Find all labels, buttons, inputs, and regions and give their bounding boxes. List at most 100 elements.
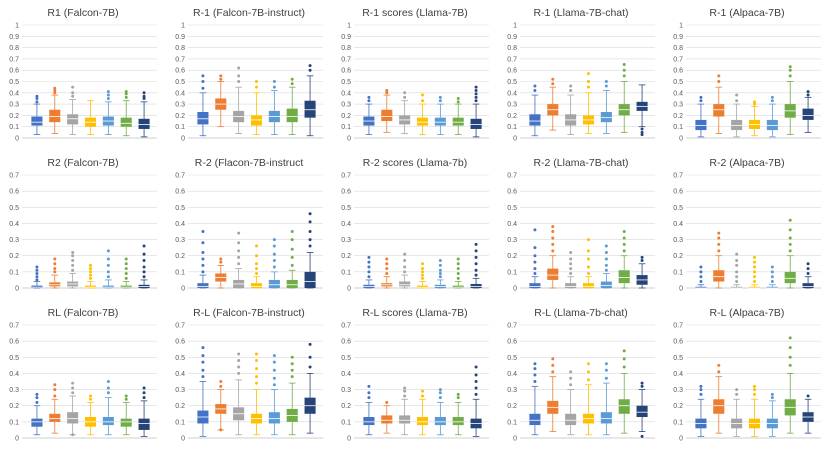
outlier-point: [71, 433, 75, 437]
outlier-point: [569, 250, 573, 254]
outlier-point: [142, 386, 146, 390]
y-tick-label: 0.9: [175, 34, 185, 41]
y-tick-label: 0.5: [175, 79, 185, 86]
outlier-point: [255, 262, 258, 266]
box-series-3: [233, 231, 245, 289]
outlier-point: [237, 74, 241, 78]
outlier-point: [255, 85, 258, 89]
box-series-7: [138, 244, 150, 289]
chart-svg: R-1 (Falcon-7B-instruct) 0 0.1 0.2 0.3 0.4 0.5…: [175, 7, 323, 143]
outlier-point: [770, 396, 774, 400]
y-tick-label: 0.2: [673, 113, 683, 120]
chart-panel: RL (Falcon-7B) 0 0.1 0.2 0.3 0.4 0.5 0.6 0.7: [0, 300, 166, 455]
outlier-point: [403, 91, 407, 95]
outlier-point: [106, 249, 110, 253]
outlier-point: [699, 270, 703, 274]
box-iqr: [67, 114, 79, 125]
box-iqr: [766, 286, 778, 288]
y-tick-label: 0.1: [341, 269, 351, 276]
outlier-point: [438, 275, 442, 279]
outlier-point: [142, 270, 146, 274]
outlier-point: [237, 80, 241, 83]
outlier-point: [106, 380, 110, 383]
chart-title: R-1 (Alpaca-7B): [709, 7, 784, 19]
box-series-5: [268, 354, 280, 436]
y-tick-label: 0.4: [341, 371, 351, 378]
outlier-point: [53, 89, 57, 93]
box-series-6: [452, 392, 464, 436]
outlier-point: [142, 275, 146, 279]
y-tick-label: 0.5: [341, 205, 351, 212]
outlier-point: [124, 397, 128, 401]
outlier-point: [551, 357, 555, 361]
outlier-point: [474, 95, 478, 99]
box-iqr: [197, 112, 209, 125]
outlier-point: [89, 273, 92, 277]
outlier-point: [106, 90, 110, 94]
outlier-point: [385, 89, 389, 93]
outlier-point: [438, 388, 442, 392]
outlier-point: [551, 242, 555, 246]
y-tick-label: 1: [347, 23, 351, 30]
y-tick-label: 0.7: [341, 173, 351, 180]
y-tick-label: 0.2: [9, 113, 19, 120]
y-tick-label: 0.7: [175, 56, 185, 63]
outlier-point: [770, 275, 774, 279]
y-tick-label: 0: [513, 436, 517, 443]
y-tick-label: 0.4: [9, 371, 19, 378]
box-iqr: [713, 104, 725, 117]
outlier-point: [201, 241, 205, 245]
outlier-point: [456, 100, 460, 104]
y-tick-label: 1: [15, 23, 19, 30]
outlier-point: [272, 238, 276, 242]
y-tick-label: 0.7: [9, 323, 19, 330]
box-series-1: [31, 94, 43, 136]
box-series-4: [748, 100, 761, 137]
y-tick-label: 0: [679, 286, 683, 293]
outlier-point: [421, 93, 424, 97]
outlier-point: [142, 91, 146, 95]
outlier-point: [385, 267, 389, 271]
outlier-point: [403, 386, 407, 390]
box-iqr: [49, 413, 61, 422]
outlier-point: [569, 262, 573, 266]
box-series-5: [434, 259, 446, 289]
outlier-point: [788, 355, 792, 359]
outlier-point: [237, 241, 241, 245]
outlier-point: [35, 94, 39, 98]
y-tick-label: 0.5: [507, 355, 517, 362]
box-series-3: [731, 252, 743, 289]
outlier-point: [788, 68, 792, 72]
outlier-point: [753, 388, 756, 392]
outlier-point: [640, 384, 644, 388]
outlier-point: [201, 80, 205, 83]
y-tick-label: 0.4: [673, 221, 683, 228]
outlier-point: [770, 270, 774, 274]
y-tick-label: 0.2: [341, 253, 351, 260]
outlier-point: [735, 93, 739, 97]
outlier-point: [735, 259, 739, 263]
outlier-point: [106, 386, 110, 390]
outlier-point: [124, 90, 128, 94]
box-iqr: [31, 116, 43, 126]
outlier-point: [124, 394, 128, 398]
box-series-6: [120, 257, 132, 289]
chart-panel: R-L (Falcon-7B-instruct) 0 0.1 0.2 0.3 0.4 0.5…: [166, 300, 332, 455]
box-series-7: [802, 394, 814, 434]
outlier-point: [403, 95, 407, 99]
y-tick-label: 0.6: [341, 68, 351, 75]
outlier-point: [35, 278, 39, 282]
box-series-4: [748, 384, 761, 437]
y-tick-label: 0.3: [9, 387, 19, 394]
box-series-4: [250, 80, 263, 136]
outlier-point: [735, 392, 739, 396]
outlier-point: [604, 257, 608, 261]
chart-svg: R-L scores (Llama-7B) 0 0.1 0.2 0.3 0.4 0.5 0.6…: [341, 307, 489, 443]
outlier-point: [201, 230, 205, 233]
chart-title: R-L (Llama-7b-chat): [534, 307, 628, 319]
outlier-point: [403, 252, 407, 256]
outlier-point: [255, 375, 258, 379]
outlier-point: [367, 95, 371, 99]
outlier-point: [53, 267, 57, 271]
y-tick-label: 0.3: [175, 102, 185, 109]
